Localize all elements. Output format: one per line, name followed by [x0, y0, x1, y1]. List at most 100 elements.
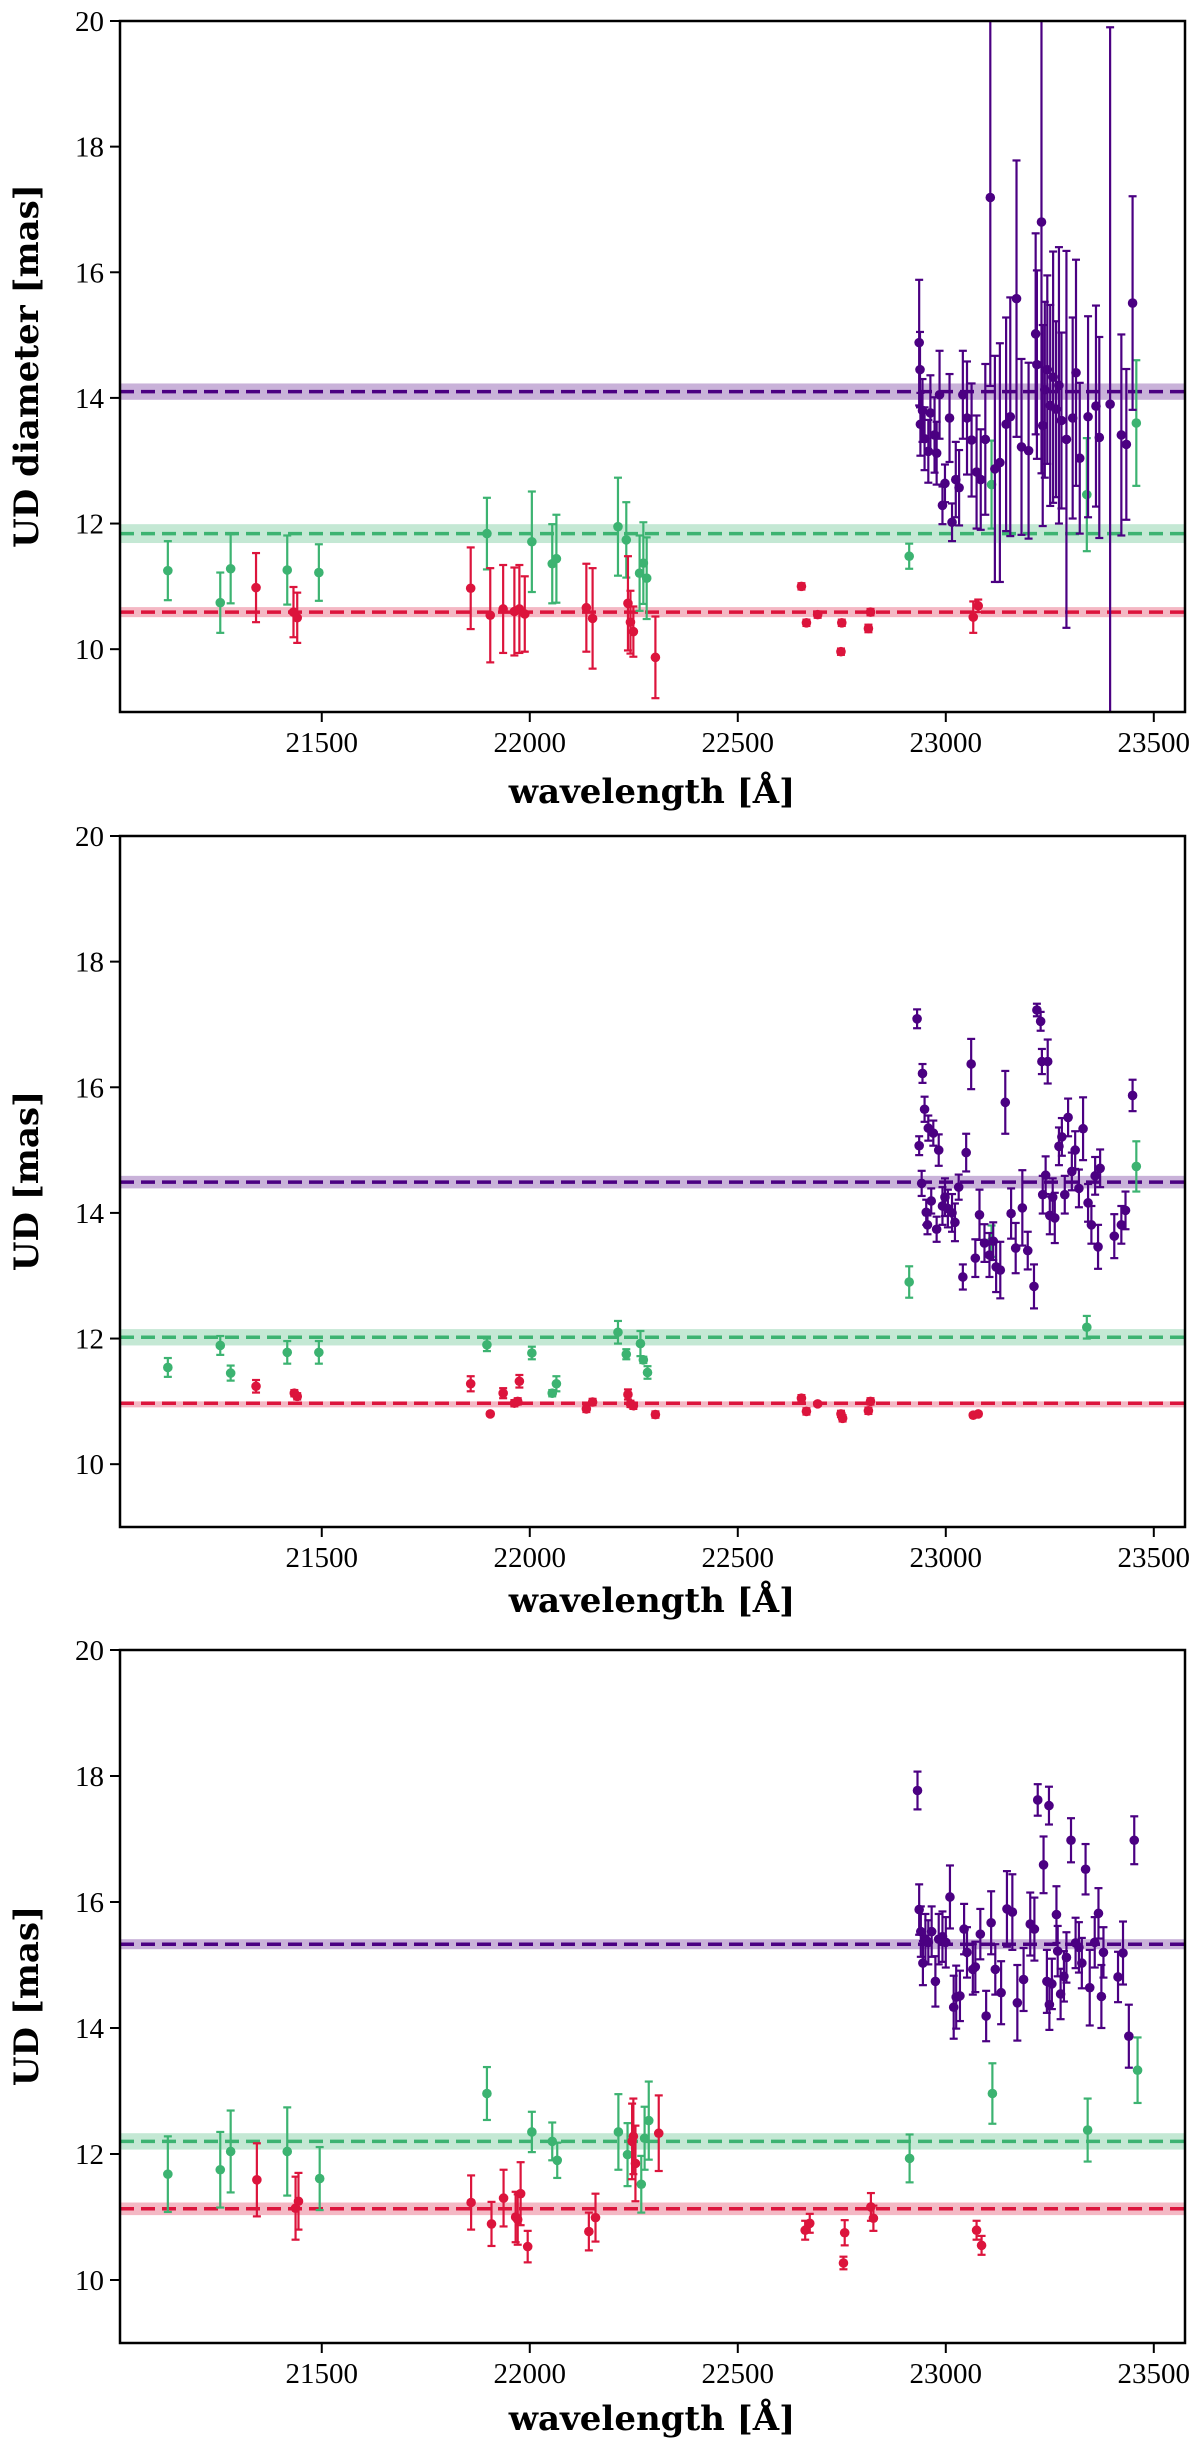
data-point	[1000, 1069, 1011, 1135]
y-tick-label: 14	[75, 383, 105, 415]
marker	[836, 617, 847, 628]
data-point	[973, 598, 984, 614]
data-point	[1093, 1887, 1104, 1940]
x-tick-label: 23000	[910, 727, 983, 759]
marker	[635, 1338, 646, 1349]
marker	[1032, 1795, 1043, 1805]
data-point	[613, 476, 623, 577]
data-point	[1078, 1096, 1088, 1162]
y-tick-label: 12	[75, 509, 104, 541]
series-red	[251, 1373, 984, 1424]
data-point	[581, 562, 592, 653]
x-tick-label: 22000	[494, 2358, 567, 2390]
data-point	[522, 2229, 533, 2264]
data-point	[863, 623, 874, 634]
x-tick-label: 23500	[1118, 2358, 1191, 2390]
data-point	[1127, 1078, 1138, 1113]
marker	[863, 1405, 874, 1416]
data-point	[1098, 1926, 1109, 1979]
marker	[966, 435, 977, 445]
marker	[970, 1253, 981, 1263]
data-point	[527, 2110, 537, 2154]
series-red	[252, 2094, 987, 2271]
data-point	[945, 1864, 955, 1930]
data-point	[990, 1943, 1001, 1996]
data-point	[1012, 1963, 1023, 2042]
y-axis-label: UD diameter [mas]	[7, 184, 47, 548]
marker	[1018, 1974, 1029, 1985]
data-point	[976, 2234, 987, 2256]
marker	[466, 2197, 476, 2208]
marker	[1080, 1864, 1091, 1875]
marker	[282, 1347, 293, 1358]
marker	[1083, 411, 1093, 422]
marker	[1070, 1145, 1080, 1155]
data-point	[916, 1169, 927, 1198]
marker	[1036, 217, 1047, 227]
data-point	[904, 1265, 914, 1299]
y-tick-label: 16	[75, 1887, 104, 1919]
data-point	[547, 2121, 558, 2162]
marker	[1057, 1132, 1067, 1142]
data-point	[314, 2145, 325, 2212]
data-point	[954, 448, 964, 527]
marker	[1049, 1213, 1060, 1223]
data-point	[1029, 1263, 1039, 1310]
marker	[1131, 1161, 1142, 1172]
marker	[498, 604, 508, 614]
marker	[971, 467, 982, 477]
y-tick-label: 20	[75, 6, 104, 38]
marker	[912, 1785, 923, 1796]
x-tick-label: 21500	[286, 727, 359, 759]
data-point	[1049, 1191, 1060, 1245]
marker	[1038, 1860, 1049, 1870]
marker	[1030, 329, 1041, 339]
marker	[628, 1400, 639, 1411]
panel-3: wavelength [Å] UD [mas] 21500 22000 22500 2…	[7, 1635, 1190, 2439]
panel-2: wavelength [Å] UD [mas] 21500 22000 22500 2…	[7, 821, 1190, 1621]
data-point	[215, 2130, 226, 2209]
marker	[966, 1059, 976, 1069]
marker	[975, 474, 986, 485]
marker	[812, 1399, 823, 1409]
x-tick-label: 22500	[702, 1542, 775, 1574]
marker	[1116, 1220, 1127, 1230]
marker	[1061, 1952, 1072, 1963]
marker	[868, 2213, 879, 2224]
data-point	[590, 2192, 601, 2243]
data-point	[1010, 1221, 1021, 1275]
data-point	[485, 1409, 496, 1419]
axes-frame	[118, 1648, 1187, 2345]
data-point	[1051, 1885, 1062, 1945]
marker	[641, 573, 652, 583]
marker	[962, 1947, 972, 1958]
marker	[621, 535, 632, 545]
marker	[995, 457, 1005, 468]
data-point	[1077, 1936, 1087, 1990]
data-point	[653, 2094, 664, 2173]
marker	[926, 1926, 937, 1937]
data-point	[931, 1215, 942, 1243]
marker	[623, 1389, 633, 1400]
data-point	[641, 536, 652, 621]
data-point	[1059, 1174, 1070, 1215]
marker	[1086, 1220, 1097, 1230]
data-point	[1023, 361, 1034, 540]
axes-frame	[118, 834, 1187, 1529]
marker	[1105, 399, 1115, 409]
marker	[968, 612, 979, 622]
data-point	[1105, 26, 1115, 712]
marker	[1059, 1189, 1070, 1200]
data-point	[926, 1905, 937, 1958]
marker	[801, 617, 812, 628]
marker	[1032, 359, 1042, 370]
data-point	[981, 1989, 991, 2043]
data-point	[974, 1188, 985, 1242]
data-point	[865, 1396, 876, 1407]
marker	[1029, 1924, 1040, 1934]
data-point	[953, 1173, 964, 1201]
marker	[163, 565, 173, 576]
series-green	[163, 359, 1142, 634]
x-tick-label: 23000	[910, 2358, 983, 2390]
data-point	[251, 1378, 261, 1394]
